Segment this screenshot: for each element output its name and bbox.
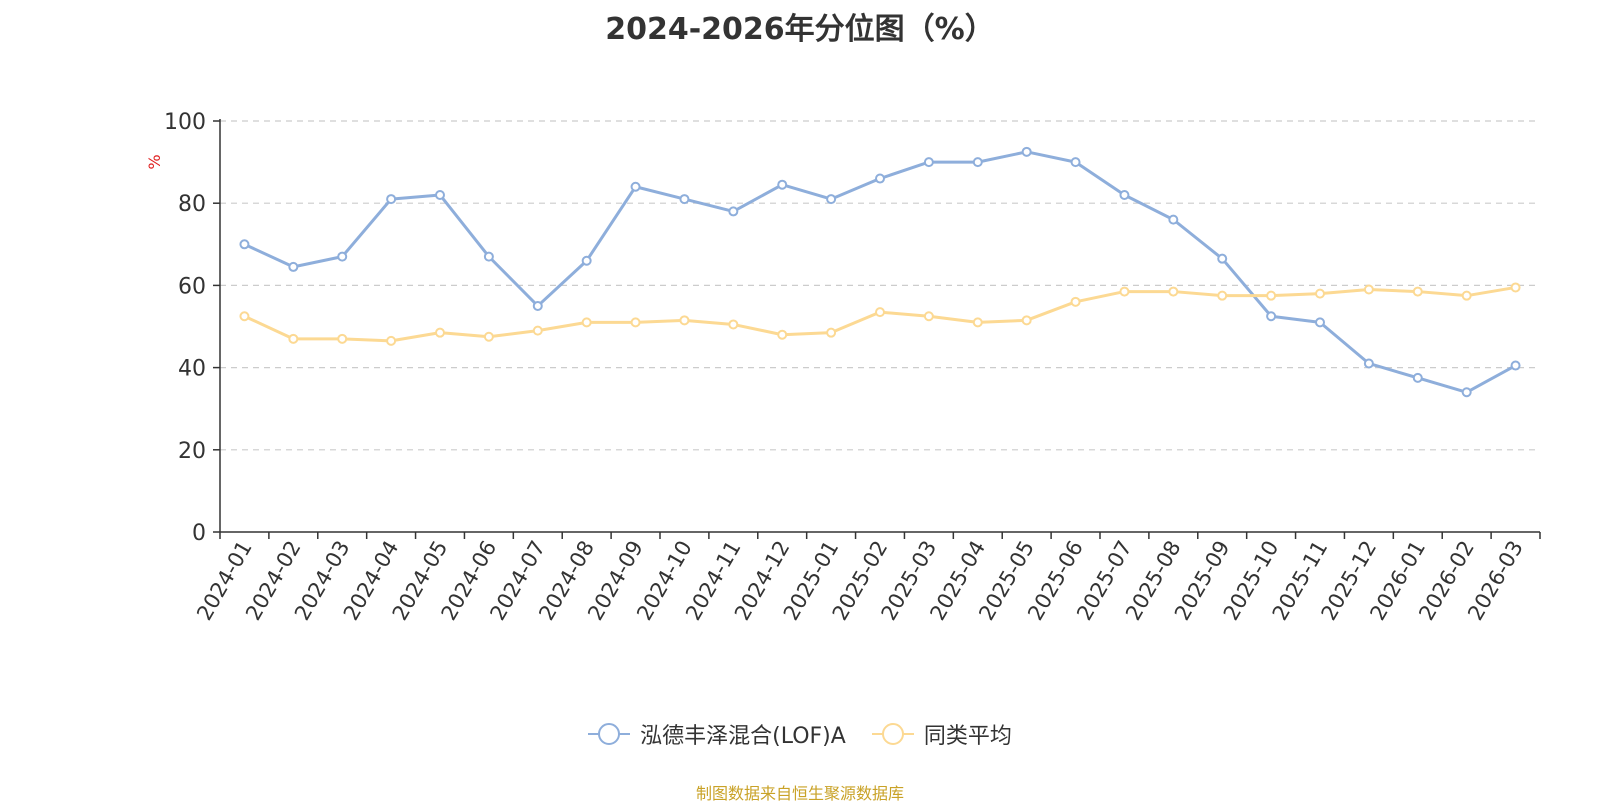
series-1-point-2025-07 (1119, 286, 1130, 297)
series-0-point-2025-05 (1021, 146, 1032, 157)
legend-item-peer-average[interactable]: 同类平均 (871, 718, 1012, 750)
legend-label-fund: 泓德丰泽混合(LOF)A (640, 724, 846, 749)
series-1-point-2024-06 (483, 331, 494, 342)
y-axis-label: % (145, 154, 164, 169)
series-0-point-2024-11 (728, 206, 739, 217)
series-1-point-2025-03 (923, 311, 934, 322)
grid-lines (220, 120, 1540, 451)
series-1-point-2024-12 (777, 329, 788, 340)
series-1-point-2024-11 (728, 319, 739, 330)
series-0-point-2025-10 (1266, 311, 1277, 322)
series-line-0 (243, 150, 1517, 394)
series-0-point-2025-12 (1363, 358, 1374, 369)
legend-label-peer-average: 同类平均 (923, 724, 1012, 749)
series-1-point-2026-02 (1461, 290, 1472, 301)
series-1-point-2025-12 (1363, 284, 1374, 295)
series-1-point-2025-08 (1168, 286, 1179, 297)
data-source-note: 制图数据来自恒生聚源数据库 (695, 784, 904, 803)
series-1-point-2024-07 (532, 325, 543, 336)
series-0-point-2025-08 (1168, 214, 1179, 225)
series-0-point-2024-04 (386, 194, 397, 205)
series-1-point-2025-02 (875, 307, 885, 318)
series-0-point-2024-01 (239, 239, 250, 250)
series-1-point-2024-05 (435, 327, 445, 338)
series-1-point-2024-08 (581, 317, 592, 328)
series-1-point-2024-10 (679, 315, 690, 326)
series-1-point-2025-09 (1217, 290, 1228, 301)
y-tick-label-100: 100 (164, 110, 206, 135)
series-1-point-2025-01 (826, 327, 837, 338)
series-1-point-2024-02 (288, 333, 299, 344)
series-0-point-2026-01 (1412, 372, 1423, 383)
series-0-point-2025-09 (1217, 253, 1228, 264)
legend-fund-marker-icon (588, 723, 631, 745)
legend: 泓德丰泽混合(LOF)A 同类平均 (0, 718, 1600, 750)
legend-peer-marker-icon (871, 723, 914, 745)
series-0-point-2024-08 (581, 255, 592, 266)
series-lines (239, 146, 1521, 398)
series-0-point-2024-05 (435, 189, 445, 200)
series-0-point-2024-12 (777, 179, 788, 190)
series-0-point-2024-02 (288, 261, 299, 272)
series-0-point-2025-01 (826, 194, 837, 205)
series-1-point-2024-09 (630, 317, 641, 328)
y-tick-label-80: 80 (178, 192, 206, 217)
series-1-point-2025-10 (1266, 290, 1277, 301)
series-0-point-2025-03 (923, 157, 934, 168)
series-0-point-2026-02 (1461, 387, 1472, 398)
series-0-point-2024-06 (483, 251, 494, 262)
series-0-point-2024-10 (679, 194, 690, 205)
series-1-point-2024-01 (239, 311, 250, 322)
legend-item-fund[interactable]: 泓德丰泽混合(LOF)A (588, 718, 846, 750)
series-0-point-2025-04 (972, 157, 983, 168)
series-1-point-2025-04 (972, 317, 983, 328)
series-0-point-2026-03 (1510, 360, 1521, 371)
series-0-point-2024-07 (532, 300, 543, 311)
series-1-point-2026-01 (1412, 286, 1423, 297)
y-tick-label-40: 40 (178, 357, 206, 382)
series-0-point-2025-07 (1119, 189, 1130, 200)
series-0-point-2025-02 (875, 173, 885, 184)
series-0-point-2024-03 (337, 251, 348, 262)
y-tick-label-20: 20 (178, 439, 206, 464)
series-0-point-2024-09 (630, 181, 641, 192)
chart-title: 2024-2026年分位图（%） (605, 12, 995, 47)
series-1-point-2025-06 (1070, 296, 1081, 307)
series-0-point-2025-11 (1315, 317, 1325, 328)
series-1-point-2025-11 (1315, 288, 1325, 299)
series-1-point-2026-03 (1510, 282, 1521, 293)
series-1-point-2024-03 (337, 333, 348, 344)
y-tick-label-60: 60 (178, 274, 206, 299)
y-tick-label-0: 0 (192, 521, 206, 546)
series-1-point-2024-04 (386, 335, 397, 346)
series-1-point-2025-05 (1021, 315, 1032, 326)
series-0-point-2025-06 (1070, 157, 1081, 168)
